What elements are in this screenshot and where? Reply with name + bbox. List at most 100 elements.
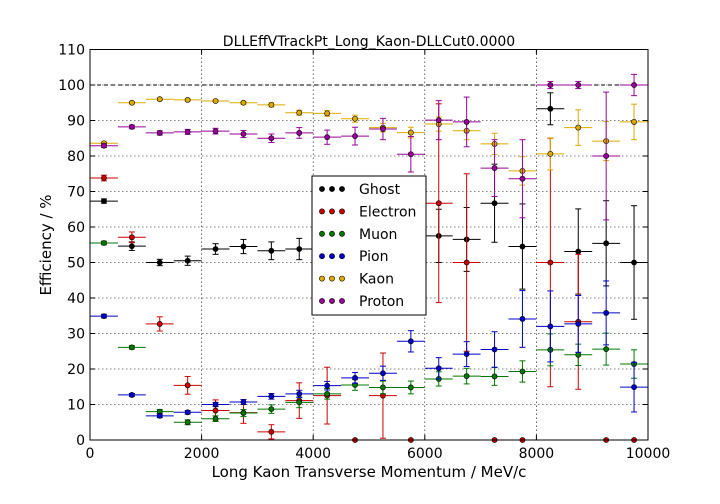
point-kaon (407, 129, 414, 136)
point-pion (101, 313, 107, 320)
point-ghost (519, 243, 526, 250)
legend-label-electron: Electron (359, 204, 416, 220)
point-proton (184, 128, 191, 135)
point-proton (631, 82, 637, 88)
point-pion (268, 393, 275, 400)
x-tick-label: 4000 (295, 446, 331, 462)
legend-marker-ghost (339, 186, 345, 192)
point-proton (296, 130, 303, 136)
point-proton (547, 82, 554, 88)
point-pion (184, 409, 191, 416)
point-electron (547, 259, 554, 266)
y-axis-label: Efficiency / % (37, 194, 55, 295)
legend-label-proton: Proton (359, 294, 404, 310)
legend-marker-muon (339, 230, 345, 237)
point-kaon (352, 115, 358, 122)
plot-frame (89, 49, 649, 441)
point-electron (212, 407, 219, 414)
legend-marker-proton (319, 298, 325, 304)
point-ghost (101, 198, 107, 204)
point-kaon (575, 124, 582, 131)
point-pion (296, 390, 303, 397)
point-proton (380, 126, 386, 132)
legend-marker-kaon (319, 275, 325, 282)
point-muon (519, 368, 526, 375)
legend-marker-muon (319, 230, 325, 237)
legend-label-muon: Muon (359, 227, 397, 243)
point-proton (491, 165, 498, 171)
point-ghost (240, 243, 247, 250)
point-pion (547, 323, 554, 330)
point-muon (324, 390, 331, 397)
point-kaon (296, 109, 303, 116)
series-muon (90, 240, 648, 426)
point-pion (575, 321, 582, 327)
point-ghost (184, 257, 191, 264)
y-tick-label: 10 (67, 398, 85, 414)
x-tick-label: 2000 (184, 446, 220, 462)
y-tick-label: 60 (67, 220, 85, 236)
point-proton (519, 175, 526, 182)
point-electron (435, 200, 442, 207)
point-muon (491, 373, 498, 380)
point-pion (631, 384, 637, 391)
point-pion (603, 310, 610, 316)
point-muon (101, 240, 107, 246)
point-kaon (212, 98, 219, 104)
x-tick-label: 0 (86, 446, 95, 462)
legend-marker-electron (319, 208, 325, 215)
point-kaon (240, 99, 247, 106)
legend-marker-proton (329, 298, 335, 304)
point-kaon (631, 119, 637, 125)
point-pion (519, 316, 526, 322)
x-axis-label: Long Kaon Transverse Momentum / MeV/c (212, 463, 527, 481)
point-muon (212, 415, 219, 422)
legend-marker-muon (329, 230, 335, 237)
legend-marker-electron (329, 208, 335, 215)
point-electron (101, 175, 107, 181)
y-tick-label: 40 (67, 291, 85, 307)
point-pion (435, 365, 442, 372)
legend-label-ghost: Ghost (359, 182, 401, 198)
point-pion (128, 392, 135, 398)
point-muon (575, 351, 582, 358)
point-proton (603, 153, 610, 159)
point-pion (324, 382, 331, 389)
x-tick-label: 8000 (519, 446, 555, 462)
point-proton (407, 151, 414, 158)
point-proton (128, 123, 135, 130)
series-proton (90, 73, 648, 221)
point-muon (463, 373, 470, 379)
axis-ticks: 0 2000 4000 6000 8000 10000 0 10 20 30 40 50 60 70 80 9… (58, 43, 670, 463)
point-kaon (268, 101, 275, 108)
point-muon (603, 346, 610, 353)
x-tick-label: 10000 (626, 446, 671, 462)
point-ghost (212, 246, 219, 252)
legend-marker-kaon (339, 275, 345, 282)
point-ghost (128, 243, 135, 250)
point-kaon (156, 96, 163, 103)
point-muon (184, 419, 191, 426)
point-proton (575, 82, 582, 88)
point-ghost (296, 246, 303, 252)
legend-marker-ghost (319, 186, 325, 192)
point-muon (240, 410, 247, 416)
point-pion (491, 346, 498, 353)
chart-title: DLLEffVTrackPt_Long_Kaon-DLLCut0.0000 (223, 34, 515, 50)
point-muon (268, 406, 275, 413)
y-tick-label: 90 (67, 114, 85, 130)
y-tick-label: 20 (67, 362, 85, 378)
point-ghost (156, 259, 163, 266)
point-proton (435, 117, 442, 124)
y-tick-label: 50 (67, 256, 85, 272)
legend-marker-ghost (329, 186, 335, 192)
y-tick-label: 30 (67, 327, 85, 343)
point-proton (156, 130, 163, 136)
point-electron (268, 428, 275, 435)
point-pion (380, 370, 386, 377)
point-muon (296, 399, 303, 406)
point-ghost (575, 248, 582, 255)
legend-box (311, 175, 427, 316)
point-kaon (184, 97, 191, 103)
point-muon (128, 344, 135, 351)
